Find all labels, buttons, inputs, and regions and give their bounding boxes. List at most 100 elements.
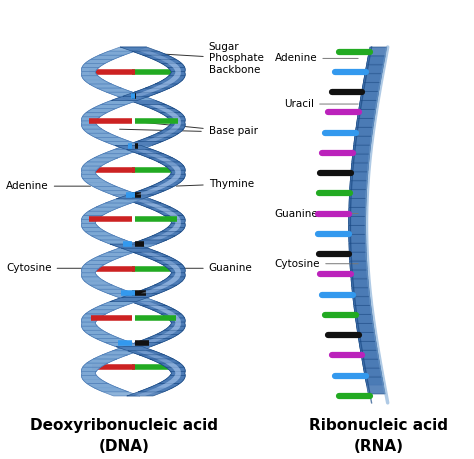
Polygon shape [165,363,181,371]
Polygon shape [129,101,174,109]
Polygon shape [146,384,173,392]
Polygon shape [85,55,124,63]
Polygon shape [135,388,165,396]
Polygon shape [118,96,165,105]
Polygon shape [161,261,180,269]
Polygon shape [356,109,376,126]
Polygon shape [90,252,134,261]
Polygon shape [82,166,101,174]
Polygon shape [349,234,366,251]
Polygon shape [350,172,368,189]
Polygon shape [87,183,127,190]
Text: Sugar
Phosphate
Backbone: Sugar Phosphate Backbone [162,42,264,75]
Polygon shape [355,314,374,331]
Polygon shape [149,380,184,388]
Polygon shape [94,150,140,158]
Polygon shape [362,74,382,91]
Polygon shape [96,338,143,347]
Polygon shape [82,125,109,133]
Polygon shape [148,105,174,113]
Polygon shape [124,338,171,347]
Polygon shape [84,257,123,264]
Polygon shape [154,261,185,269]
Polygon shape [164,322,185,330]
Polygon shape [167,224,181,232]
Polygon shape [82,277,112,285]
Polygon shape [92,101,137,109]
Polygon shape [115,146,164,154]
Polygon shape [168,67,185,76]
Polygon shape [110,244,159,252]
Polygon shape [173,269,181,277]
Polygon shape [83,158,118,166]
Polygon shape [82,375,109,384]
Polygon shape [354,127,373,144]
Polygon shape [123,88,170,96]
Polygon shape [91,236,136,244]
Polygon shape [82,367,100,375]
Polygon shape [164,125,181,133]
Polygon shape [142,84,171,92]
Polygon shape [121,248,169,257]
Polygon shape [349,243,367,260]
Polygon shape [86,306,125,314]
Polygon shape [155,129,178,137]
Polygon shape [82,215,103,224]
Polygon shape [127,388,173,396]
Polygon shape [102,190,150,199]
Polygon shape [91,302,137,310]
Polygon shape [156,158,178,166]
Text: (DNA): (DNA) [99,439,149,453]
Polygon shape [140,105,181,113]
Polygon shape [82,59,113,67]
Polygon shape [354,306,373,323]
Polygon shape [163,326,181,334]
Polygon shape [84,281,122,289]
Polygon shape [82,76,111,84]
Polygon shape [349,181,367,198]
Polygon shape [87,355,128,363]
Polygon shape [82,363,108,371]
Polygon shape [349,199,366,216]
Polygon shape [111,92,160,101]
Polygon shape [133,285,177,293]
Polygon shape [82,261,112,269]
Polygon shape [147,183,174,190]
Polygon shape [83,380,118,388]
Polygon shape [172,117,181,125]
Polygon shape [104,141,153,150]
Polygon shape [349,207,366,224]
Polygon shape [153,80,177,88]
Text: Adenine: Adenine [6,181,91,191]
Text: (RNA): (RNA) [353,439,403,453]
Polygon shape [120,47,168,55]
Polygon shape [137,101,167,109]
Polygon shape [132,338,164,347]
Polygon shape [139,355,180,363]
Polygon shape [133,252,176,261]
Polygon shape [82,224,106,232]
Text: Cytosine: Cytosine [275,259,358,269]
Polygon shape [82,211,110,219]
Polygon shape [139,51,169,59]
Polygon shape [82,117,100,125]
Polygon shape [350,163,369,180]
Text: Cytosine: Cytosine [6,263,91,273]
Text: Guanine: Guanine [275,208,358,218]
Polygon shape [82,359,117,367]
Polygon shape [349,190,367,207]
Polygon shape [101,96,149,105]
Polygon shape [131,88,163,96]
Polygon shape [152,228,184,236]
Polygon shape [349,252,367,269]
Polygon shape [138,236,168,244]
Polygon shape [165,166,185,174]
Polygon shape [170,121,181,129]
Polygon shape [159,228,179,236]
Polygon shape [137,133,179,141]
Polygon shape [172,367,181,375]
Polygon shape [145,133,173,141]
Polygon shape [127,150,173,158]
Polygon shape [152,257,176,264]
Polygon shape [173,67,181,76]
